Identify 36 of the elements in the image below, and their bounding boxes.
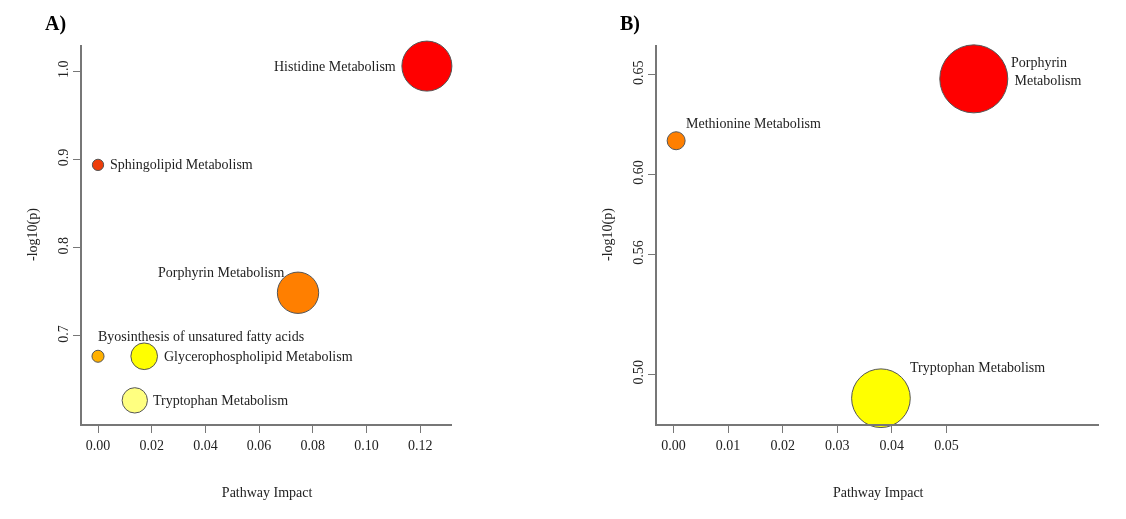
x-tick-label: 0.00 [661,437,686,453]
annotation: Porphyrin Metabolism [158,265,285,280]
annotation: Methionine Metabolism [686,116,822,131]
x-tick-label: 0.06 [246,437,272,453]
y-tick-label: 0.65 [630,60,646,86]
x-tick-label: 0.03 [825,437,850,453]
chart-title: B) [620,12,640,35]
chart-title: A) [45,12,67,35]
y-tick-label: 0.8 [55,236,71,255]
x-tick-label: 0.02 [139,437,164,453]
x-tick-label: 0.10 [354,437,379,453]
annotation: Byosinthesis of unsatured fatty acids [98,329,305,344]
y-tick-label: 0.60 [630,160,646,185]
annotation: Tryptophan Metabolism [153,393,289,408]
y-tick-label: 0.9 [55,148,71,167]
x-tick-label: 0.08 [300,437,326,453]
y-axis-title: -log10(p) [599,207,616,261]
x-axis-title: Pathway Impact [221,484,313,500]
annotation: Porphyrin Metabolism [1011,55,1082,89]
annotation: Histidine Metabolism [274,59,396,74]
x-tick-label: 0.12 [407,437,433,453]
x-tick-label: 0.02 [770,437,795,453]
x-tick-label: 0.05 [934,437,959,453]
y-tick-label: 0.56 [630,240,646,265]
y-tick-label: 0.7 [55,325,71,343]
y-tick-label: 0.50 [630,359,646,385]
annotation: Sphingolipid Metabolism [110,157,253,172]
annotation: Tryptophan Metabolism [910,360,1046,375]
x-tick-label: 0.04 [879,437,905,453]
annotation: Glycerophospholipid Metabolism [164,349,353,364]
y-axis-title: -log10(p) [24,207,41,261]
x-tick-label: 0.00 [85,437,111,453]
x-axis-title: Pathway Impact [832,484,924,500]
y-tick-label: 1.0 [55,60,71,79]
x-tick-label: 0.01 [715,437,741,453]
x-tick-label: 0.04 [193,437,218,453]
